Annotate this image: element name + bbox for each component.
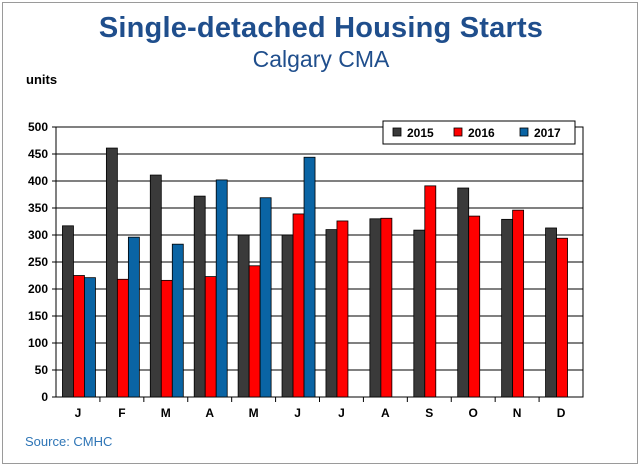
y-tick-label: 250: [28, 255, 48, 269]
x-tick-label: F: [118, 406, 125, 420]
legend-box: [382, 120, 576, 145]
x-tick-label: M: [249, 406, 259, 420]
bar-2015: [149, 174, 162, 398]
bar-2016: [512, 209, 525, 398]
x-tick-label: J: [75, 406, 82, 420]
bar-2017: [303, 156, 316, 398]
x-tick-label: A: [205, 406, 214, 420]
y-axis-units-label: units: [26, 72, 58, 87]
bar-2015: [545, 227, 557, 398]
y-tick-label: 350: [28, 201, 48, 215]
bar-2016: [160, 279, 173, 398]
bar-2016: [336, 220, 349, 398]
x-tick-label: A: [381, 406, 390, 420]
bar-2015: [105, 147, 118, 398]
chart-title: Single-detached Housing Starts: [98, 12, 544, 44]
bar-2016: [248, 265, 261, 398]
y-tick-label: 100: [28, 336, 48, 350]
bar-2016: [116, 278, 129, 398]
bar-2016: [468, 215, 481, 398]
x-tick-label: D: [557, 406, 566, 420]
bar-2015: [237, 234, 250, 398]
y-tick-label: 0: [41, 390, 48, 404]
legend-swatch-2016: [453, 127, 463, 137]
bar-2016: [204, 276, 217, 398]
x-tick-label: N: [513, 406, 522, 420]
bar-2017: [171, 243, 184, 398]
legend-label-2015: 2015: [407, 126, 434, 140]
y-tick-label: 450: [28, 147, 48, 161]
y-tick-label: 150: [28, 309, 48, 323]
bar-2015: [281, 234, 294, 398]
bar-2015: [325, 229, 338, 398]
y-tick-label: 300: [28, 228, 48, 242]
legend-label-2016: 2016: [468, 126, 495, 140]
bar-2016: [73, 275, 85, 398]
x-tick-label: J: [338, 406, 345, 420]
bar-2017: [84, 277, 96, 398]
legend-swatch-2017: [519, 127, 529, 137]
x-tick-label: S: [425, 406, 433, 420]
chart-subtitle: Calgary CMA: [252, 46, 390, 72]
bar-2015: [369, 218, 382, 398]
bar-2016: [556, 237, 568, 398]
bar-2015: [62, 225, 74, 398]
bar-2016: [380, 217, 393, 398]
x-tick-label: J: [294, 406, 301, 420]
bar-2015: [193, 195, 206, 398]
y-tick-label: 400: [28, 174, 48, 188]
source-note: Source: CMHC: [25, 434, 113, 449]
x-tick-label: M: [161, 406, 171, 420]
y-tick-label: 50: [35, 363, 49, 377]
bar-2015: [501, 218, 514, 398]
y-tick-label: 200: [28, 282, 48, 296]
bar-2015: [413, 229, 426, 398]
bar-2016: [424, 185, 437, 398]
legend-swatch-2015: [392, 127, 402, 137]
bar-2015: [457, 187, 470, 398]
bar-2016: [292, 213, 305, 398]
legend-label-2017: 2017: [534, 126, 561, 140]
bar-2017: [127, 236, 140, 398]
x-tick-label: O: [469, 406, 478, 420]
bar-2017: [259, 197, 272, 398]
bar-2017: [215, 179, 228, 398]
y-tick-label: 500: [28, 120, 48, 134]
